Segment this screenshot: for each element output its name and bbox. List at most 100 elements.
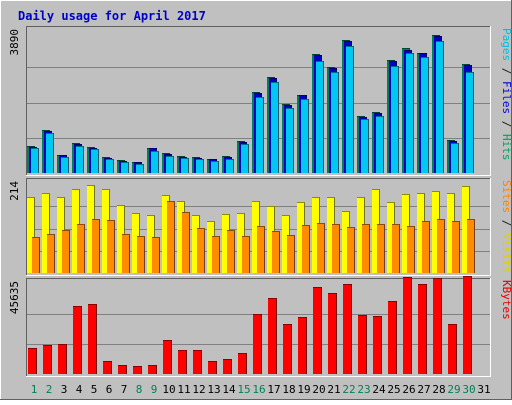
bar-fill <box>137 236 145 273</box>
bar-fill <box>301 99 309 173</box>
bar-top <box>222 214 230 215</box>
bar-fill <box>432 191 440 273</box>
bar-top <box>358 315 367 316</box>
bar-fill <box>73 306 82 374</box>
x-tick-label: 2 <box>46 383 53 396</box>
bar-fill <box>452 221 460 273</box>
bar-shade <box>218 161 219 173</box>
bar-top <box>252 92 260 93</box>
bar-shade <box>83 146 84 173</box>
bar-fill <box>223 359 232 374</box>
bar-shade <box>186 350 187 374</box>
bar-top <box>434 36 442 37</box>
bar-top <box>162 153 170 154</box>
x-tick-label: 20 <box>312 383 325 396</box>
bar-top <box>302 225 310 226</box>
x-tick-label: 27 <box>417 383 430 396</box>
bar-shade <box>111 361 112 374</box>
bar-top <box>329 68 337 69</box>
bar-top <box>297 202 305 203</box>
bar-top <box>343 284 352 285</box>
bar-top <box>299 95 307 96</box>
bar-fill <box>362 224 370 273</box>
bar-pages <box>286 108 294 173</box>
bar-top <box>404 50 412 51</box>
bar-kbytes <box>253 314 262 374</box>
bar-fill <box>88 304 97 374</box>
bar-fill <box>211 161 219 173</box>
bar-pages <box>166 156 174 173</box>
bar-top <box>43 345 52 346</box>
bar-fill <box>463 276 472 374</box>
bar-fill <box>222 214 230 273</box>
bar-top <box>372 189 380 190</box>
bar-fill <box>57 197 65 273</box>
bar-sites <box>212 236 220 273</box>
bar-top <box>449 141 457 142</box>
bar-top <box>177 201 185 202</box>
bar-shade <box>279 231 280 273</box>
bar-top <box>267 77 275 78</box>
bar-top <box>253 314 262 315</box>
bar-top <box>283 324 292 325</box>
bar-kbytes <box>178 350 187 374</box>
bar-top <box>377 224 385 225</box>
bar-fill <box>467 219 475 273</box>
bar-fill <box>256 97 264 173</box>
bar-shade <box>53 133 54 173</box>
legend-kbytes: KBytes <box>500 280 512 320</box>
bar-top <box>212 236 220 237</box>
bar-pages <box>31 148 39 173</box>
bar-fill <box>58 344 67 374</box>
bar-kbytes <box>268 298 277 374</box>
bar-top <box>132 213 140 214</box>
bar-top <box>137 236 145 237</box>
bar-shade <box>429 221 430 273</box>
x-tick-label: 22 <box>342 383 355 396</box>
bar-pages <box>241 144 249 173</box>
bar-kbytes <box>373 316 382 374</box>
bar-sites <box>167 201 175 273</box>
bar-top <box>376 116 384 117</box>
bar-pages <box>346 46 354 173</box>
bar-fill <box>136 164 144 173</box>
bar-top <box>242 236 250 237</box>
bar-fill <box>372 189 380 273</box>
bar-shade <box>173 156 174 173</box>
bar-shade <box>339 224 340 273</box>
bar-kbytes <box>298 317 307 374</box>
bar-fill <box>466 72 474 173</box>
bar-top <box>406 53 414 54</box>
bar-fill <box>133 366 142 374</box>
bar-fill <box>166 156 174 173</box>
bar-top <box>57 197 65 198</box>
x-tick-label: 3 <box>61 383 68 396</box>
bar-kbytes <box>403 277 412 374</box>
bar-fill <box>313 287 322 374</box>
bar-top <box>387 202 395 203</box>
bar-fill <box>47 234 55 273</box>
bar-top <box>373 316 382 317</box>
bar-top <box>104 158 112 159</box>
bar-top <box>117 160 125 161</box>
bar-sites <box>137 236 145 273</box>
bar-shade <box>351 284 352 374</box>
bar-shade <box>291 324 292 374</box>
bar-sites <box>242 236 250 273</box>
bar-top <box>419 53 427 54</box>
bar-top <box>268 298 277 299</box>
x-tick-label: 31 <box>477 383 490 396</box>
bar-top <box>463 276 472 277</box>
chart-panels: 3890 Pages / Files / Hits 214 Sites / Visit… <box>8 26 512 377</box>
bar-fill <box>327 197 335 273</box>
x-tick-label: 10 <box>162 383 175 396</box>
bar-fill <box>193 350 202 374</box>
bar-fill <box>447 193 455 273</box>
bar-sites <box>107 220 115 273</box>
series-sites <box>32 201 475 273</box>
bar-fill <box>283 324 292 374</box>
bar-fill <box>417 193 425 273</box>
bar-sites <box>437 219 445 273</box>
bar-shade <box>38 148 39 173</box>
bar-sites <box>152 237 160 273</box>
